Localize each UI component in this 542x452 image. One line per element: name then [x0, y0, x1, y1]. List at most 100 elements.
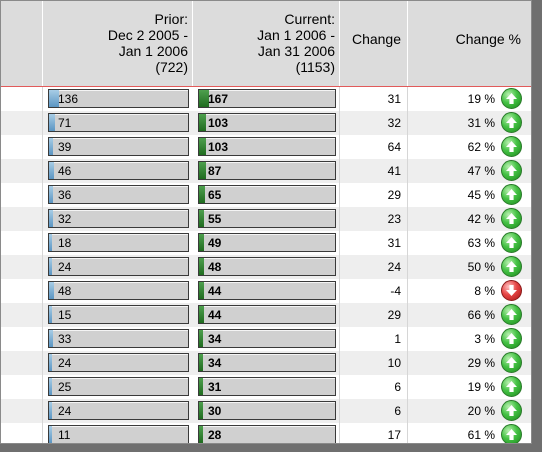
row-label-cell — [1, 375, 43, 399]
up-arrow-icon — [501, 184, 522, 205]
table-row[interactable]: 46 87 41 47 % — [1, 159, 531, 183]
row-label-cell — [1, 207, 43, 231]
up-arrow-icon — [501, 160, 522, 181]
header-prior-range-start: Dec 2 2005 - — [107, 27, 188, 43]
change-percent-value: 66 % — [467, 308, 495, 322]
change-cell: 10 — [340, 351, 408, 375]
prior-cell: 18 — [43, 231, 193, 255]
prior-bar: 15 — [48, 305, 189, 324]
prior-bar: 24 — [48, 401, 189, 420]
current-bar: 34 — [198, 329, 336, 348]
row-label-cell — [1, 183, 43, 207]
prior-bar-fill — [49, 90, 59, 107]
row-label-cell — [1, 255, 43, 279]
table-row[interactable]: 15 44 29 66 % — [1, 303, 531, 327]
header-change[interactable]: Change — [340, 1, 408, 86]
change-percent-value: 47 % — [467, 164, 495, 178]
change-percent-value: 50 % — [467, 260, 495, 274]
prior-bar-fill — [49, 282, 54, 299]
change-percent-cell: 19 % — [408, 375, 531, 399]
up-arrow-icon — [501, 304, 522, 325]
header-change-percent[interactable]: Change % — [408, 1, 531, 86]
row-label-cell — [1, 279, 43, 303]
header-change-percent-label: Change % — [455, 31, 521, 47]
up-arrow-icon — [501, 376, 522, 397]
change-percent-cell: 20 % — [408, 399, 531, 423]
current-cell: 48 — [193, 255, 340, 279]
current-cell: 31 — [193, 375, 340, 399]
prior-bar-fill — [49, 258, 52, 275]
prior-value: 15 — [58, 308, 72, 322]
up-arrow-icon — [501, 88, 522, 109]
up-arrow-icon — [501, 136, 522, 157]
prior-value: 71 — [58, 116, 72, 130]
prior-bar-fill — [49, 354, 52, 371]
change-percent-value: 20 % — [467, 404, 495, 418]
current-bar-fill — [199, 378, 203, 395]
header-prior[interactable]: Prior: Dec 2 2005 - Jan 1 2006 (722) — [43, 1, 193, 86]
current-cell: 28 — [193, 423, 340, 443]
prior-bar: 39 — [48, 137, 189, 156]
current-bar-fill — [199, 282, 204, 299]
change-cell: 24 — [340, 255, 408, 279]
header-current-range-end: Jan 31 2006 — [257, 43, 335, 59]
table-row[interactable]: 32 55 23 42 % — [1, 207, 531, 231]
prior-cell: 136 — [43, 87, 193, 111]
table-row[interactable]: 136 167 31 19 % — [1, 87, 531, 111]
prior-value: 136 — [58, 92, 79, 106]
prior-value: 39 — [58, 140, 72, 154]
change-percent-value: 62 % — [467, 140, 495, 154]
current-cell: 44 — [193, 303, 340, 327]
prior-bar: 18 — [48, 233, 189, 252]
change-percent-cell: 62 % — [408, 135, 531, 159]
table-row[interactable]: 33 34 1 3 % — [1, 327, 531, 351]
table-row[interactable]: 24 34 10 29 % — [1, 351, 531, 375]
current-bar: 31 — [198, 377, 336, 396]
current-bar: 44 — [198, 281, 336, 300]
prior-cell: 24 — [43, 399, 193, 423]
header-current-title: Current: — [284, 11, 335, 27]
row-label-cell — [1, 135, 43, 159]
current-value: 44 — [208, 308, 222, 322]
current-bar-fill — [199, 210, 204, 227]
change-percent-cell: 61 % — [408, 423, 531, 443]
table-row[interactable]: 11 28 17 61 % — [1, 423, 531, 443]
prior-cell: 24 — [43, 255, 193, 279]
current-bar-fill — [199, 330, 203, 347]
current-bar-fill — [199, 162, 206, 179]
table-row[interactable]: 39 103 64 62 % — [1, 135, 531, 159]
up-arrow-icon — [501, 256, 522, 277]
prior-bar-fill — [49, 306, 52, 323]
prior-bar: 48 — [48, 281, 189, 300]
row-label-cell — [1, 231, 43, 255]
table-row[interactable]: 24 30 6 20 % — [1, 399, 531, 423]
current-value: 103 — [208, 140, 229, 154]
change-percent-value: 61 % — [467, 428, 495, 442]
table-row[interactable]: 36 65 29 45 % — [1, 183, 531, 207]
row-label-cell — [1, 399, 43, 423]
table-row[interactable]: 24 48 24 50 % — [1, 255, 531, 279]
row-label-cell — [1, 111, 43, 135]
table-row[interactable]: 25 31 6 19 % — [1, 375, 531, 399]
prior-cell: 36 — [43, 183, 193, 207]
change-cell: 32 — [340, 111, 408, 135]
prior-value: 46 — [58, 164, 72, 178]
prior-cell: 48 — [43, 279, 193, 303]
change-percent-value: 63 % — [467, 236, 495, 250]
table-row[interactable]: 48 44 -4 8 % — [1, 279, 531, 303]
current-bar: 87 — [198, 161, 336, 180]
current-bar-fill — [199, 426, 203, 443]
current-value: 31 — [208, 380, 222, 394]
change-percent-value: 8 % — [474, 284, 495, 298]
change-cell: 29 — [340, 183, 408, 207]
prior-value: 18 — [58, 236, 72, 250]
current-value: 28 — [208, 428, 222, 442]
change-cell: 6 — [340, 375, 408, 399]
current-value: 167 — [208, 92, 229, 106]
table-row[interactable]: 71 103 32 31 % — [1, 111, 531, 135]
change-percent-cell: 29 % — [408, 351, 531, 375]
header-current[interactable]: Current: Jan 1 2006 - Jan 31 2006 (1153) — [193, 1, 340, 86]
prior-value: 24 — [58, 404, 72, 418]
current-bar: 30 — [198, 401, 336, 420]
table-row[interactable]: 18 49 31 63 % — [1, 231, 531, 255]
